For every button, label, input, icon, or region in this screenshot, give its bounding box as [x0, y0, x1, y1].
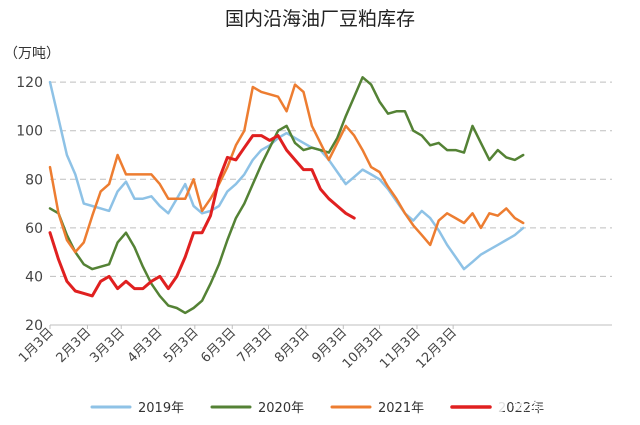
series-line-2021 [48, 83, 525, 254]
legend-label: 2020年 [258, 401, 304, 416]
series-line-2022 [48, 134, 356, 298]
y-tick-label: 100 [16, 124, 43, 140]
series-line-2019 [48, 80, 525, 271]
x-tick-label: 8月3日 [272, 325, 313, 366]
y-tick-label: 40 [25, 269, 43, 285]
x-tick-label: 7月3日 [235, 325, 276, 366]
legend-label: 2021年 [378, 401, 424, 416]
x-tick-label: 10月3日 [340, 325, 387, 372]
x-tick-label: 12月3日 [413, 325, 460, 372]
watermark-logo-icon [493, 398, 507, 412]
y-axis-ticks: 20 40 60 80 100 120 [16, 75, 43, 334]
legend-label: 2019年 [138, 401, 184, 416]
legend: 2019年 2020年 2021年 2022年 [90, 401, 544, 416]
x-tick-label: 4月3日 [125, 325, 166, 366]
gridlines [50, 81, 612, 277]
y-tick-label: 60 [25, 221, 43, 237]
y-tick-label: 20 [25, 318, 43, 334]
x-tick-label: 3月3日 [87, 325, 128, 366]
y-tick-label: 80 [25, 172, 43, 188]
chart-title: 国内沿海油厂豆粕库存 [225, 8, 415, 30]
y-tick-label: 120 [16, 75, 43, 91]
series-lines [48, 76, 525, 315]
watermark: 头条 @期货小猪 [493, 396, 622, 414]
series-line-2020 [48, 76, 525, 315]
x-tick-label: 5月3日 [161, 325, 202, 366]
x-axis-ticks: 1月3日2月3日3月3日4月3日5月3日6月3日7月3日8月3日9月3日10月3… [16, 325, 460, 372]
x-tick-label: 2月3日 [54, 325, 95, 366]
legend-label: 2022年 [498, 401, 544, 416]
watermark-text: 头条 @期货小猪 [512, 396, 622, 414]
x-tick-label: 6月3日 [198, 325, 239, 366]
y-unit-label: （万吨） [4, 46, 60, 62]
